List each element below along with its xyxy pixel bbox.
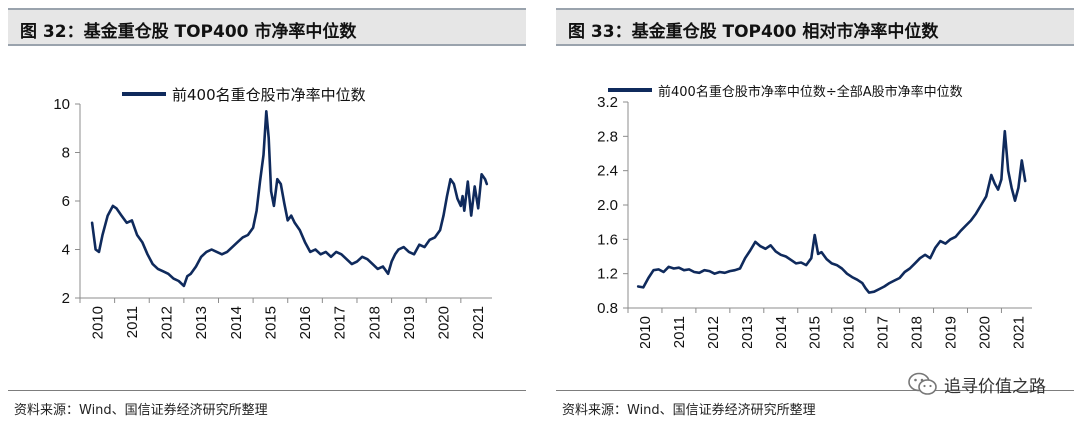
x-tick-label: 2014 [773,316,790,348]
relative-pb-median-chart: 0.8 1.2 1.6 2.0 2.4 2.8 3.2 2010 2011 2012 2013 201… [597,84,1032,348]
x-tick-label: 2017 [875,316,892,348]
x-tick-label: 2011 [124,306,141,338]
source-divider [8,390,526,391]
x-tick-label: 2013 [739,316,756,348]
x-tick-label: 2014 [228,306,245,339]
x-tick-label: 2016 [841,316,858,348]
y-tick-label: 8 [62,145,70,162]
x-tick-label: 2021 [1010,316,1027,348]
figure-33-panel: 图 33：基金重仓股 TOP400 相对市净率中位数 0.8 1.2 1.6 2.0 2… [548,0,1080,436]
x-tick-label: 2017 [332,306,349,339]
y-tick-label: 1.2 [597,266,618,283]
x-tick-label: 2013 [193,306,210,339]
x-tick-label: 2020 [976,316,993,348]
y-tick-label: 3.2 [597,94,618,111]
x-tick-label: 2012 [705,316,722,348]
y-tick-label: 2 [62,290,70,307]
x-tick-label: 2020 [436,306,453,339]
series-line [636,129,1027,294]
y-tick-label: 2.4 [597,163,618,180]
legend-label: 前400名重仓股市净率中位数÷全部A股市净率中位数 [658,84,963,100]
x-tick-label: 2018 [909,316,926,348]
figure-title-bar: 图 32：基金重仓股 TOP400 市净率中位数 [8,8,526,46]
x-tick-label: 2019 [401,306,418,339]
x-tick-label: 2016 [297,306,314,339]
watermark: 追寻价值之路 [908,368,1046,400]
y-tick-label: 2.8 [597,128,618,145]
x-tick-label: 2015 [262,306,279,339]
y-tick-label: 6 [62,193,70,210]
x-tick-label: 2010 [637,316,654,348]
source-divider [556,390,1074,391]
x-tick-label: 2018 [366,306,383,339]
figure-title: 图 33：基金重仓股 TOP400 相对市净率中位数 [568,22,939,42]
y-tick-label: 0.8 [597,300,618,317]
source-note: 资料来源：Wind、国信证券经济研究所整理 [14,403,268,418]
pb-median-chart: 2 4 6 8 10 2010 2011 2012 2013 2014 2015 2016 2017 20… [53,86,492,339]
series-line [90,110,489,288]
figure-title-bar: 图 33：基金重仓股 TOP400 相对市净率中位数 [556,8,1074,46]
x-tick-label: 2021 [470,306,487,339]
x-tick-label: 2010 [89,306,106,339]
x-tick-label: 2015 [807,316,824,348]
wechat-icon [908,372,937,395]
y-tick-label: 10 [53,96,70,113]
y-tick-label: 1.6 [597,231,618,248]
y-tick-label: 2.0 [597,197,618,214]
x-tick-label: 2011 [671,316,688,348]
source-note: 资料来源：Wind、国信证券经济研究所整理 [562,403,816,418]
y-tick-label: 4 [62,242,70,259]
x-tick-label: 2012 [159,306,176,339]
watermark-text: 追寻价值之路 [944,376,1046,397]
figure-title: 图 32：基金重仓股 TOP400 市净率中位数 [20,22,357,42]
legend-label: 前400名重仓股市净率中位数 [172,86,366,104]
figure-32-panel: 图 32：基金重仓股 TOP400 市净率中位数 2 4 6 8 10 2010 2011 2… [0,0,532,436]
x-tick-label: 2019 [943,316,960,348]
